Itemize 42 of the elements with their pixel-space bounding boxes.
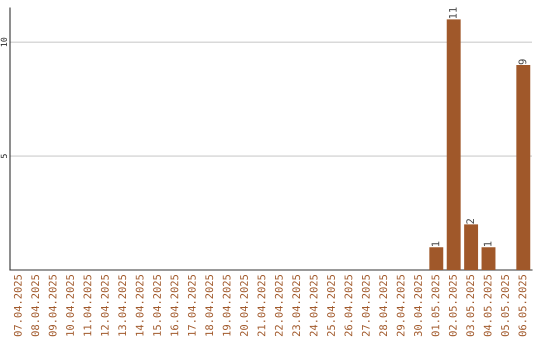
x-tick-label: 18.04.2025 — [205, 275, 214, 336]
x-tick-label: 21.04.2025 — [257, 275, 266, 336]
data-label: 2 — [466, 219, 474, 224]
x-tick-label: 15.04.2025 — [153, 275, 161, 336]
x-tick-label: 22.04.2025 — [274, 275, 283, 336]
x-tick-label: 13.04.2025 — [118, 275, 126, 336]
x-tick-label: 23.04.2025 — [292, 275, 300, 336]
bar — [516, 64, 530, 270]
y-tick-label: 10 — [0, 38, 7, 46]
x-tick-label: 30.04.2025 — [414, 275, 422, 336]
x-tick-label: 26.04.2025 — [344, 275, 352, 336]
y-tick-label: 5 — [0, 154, 7, 158]
x-tick-label: 02.05.2025 — [448, 275, 457, 336]
data-label: 1 — [432, 242, 440, 246]
x-tick-label: 29.04.2025 — [396, 275, 405, 336]
x-tick-label: 16.04.2025 — [170, 275, 178, 336]
data-label: 1 — [484, 242, 492, 246]
x-tick-label: 03.05.2025 — [466, 275, 474, 336]
x-tick-label: 06.05.2025 — [518, 275, 526, 336]
x-tick-label: 07.04.2025 — [14, 275, 22, 336]
x-tick-label: 01.05.2025 — [431, 275, 440, 336]
data-label: 9 — [518, 59, 526, 64]
data-label: 11 — [449, 8, 457, 18]
bar — [482, 247, 496, 270]
bar — [429, 247, 444, 270]
x-tick-label: 25.04.2025 — [327, 275, 335, 336]
x-tick-label: 12.04.2025 — [100, 275, 109, 336]
x-tick-label: 09.04.2025 — [48, 275, 57, 336]
x-tick-label: 19.04.2025 — [222, 275, 231, 336]
x-tick-label: 28.04.2025 — [379, 275, 388, 336]
x-tick-label: 10.04.2025 — [66, 275, 74, 336]
x-tick-label: 04.05.2025 — [484, 275, 492, 336]
x-tick-label: 11.04.2025 — [83, 275, 92, 336]
x-tick-label: 14.04.2025 — [136, 275, 144, 336]
x-tick-label: 20.04.2025 — [240, 275, 248, 336]
bar — [464, 224, 478, 270]
x-tick-label: 17.04.2025 — [188, 275, 196, 336]
bar — [446, 19, 461, 270]
x-tick-label: 08.04.2025 — [31, 275, 40, 336]
x-tick-label: 27.04.2025 — [362, 275, 370, 336]
x-tick-label: 24.04.2025 — [310, 275, 318, 336]
x-tick-label: 05.05.2025 — [501, 275, 509, 336]
